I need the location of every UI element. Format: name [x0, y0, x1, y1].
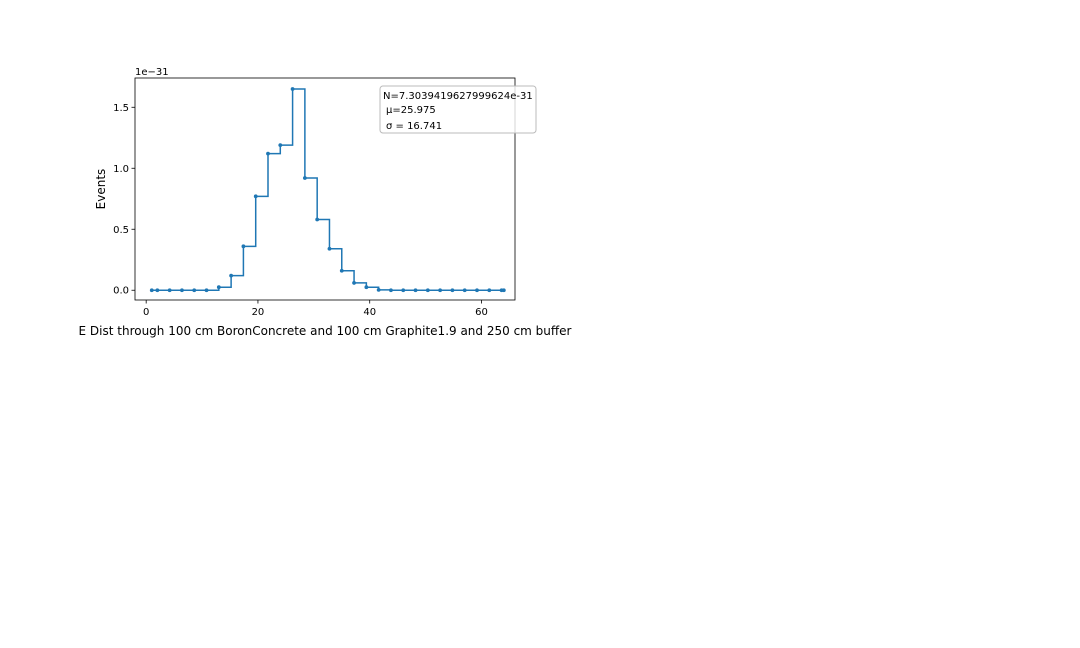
data-point	[315, 217, 320, 222]
legend: N=7.3039419627999624e-31 μ=25.975 σ = 16…	[379, 85, 537, 134]
data-point	[462, 288, 467, 293]
data-point	[204, 288, 209, 293]
data-point	[413, 288, 418, 293]
x-tick-label: 20	[252, 307, 265, 318]
y-scale-label: 1e−31	[135, 67, 169, 78]
data-point	[364, 285, 369, 290]
data-point	[290, 87, 295, 91]
data-point	[278, 143, 283, 147]
data-point	[327, 246, 332, 251]
data-point	[167, 288, 172, 293]
data-point	[352, 281, 356, 285]
data-point	[339, 268, 344, 273]
data-point	[192, 288, 197, 293]
x-axis-label: E Dist through 100 cm BoronConcrete and …	[79, 324, 572, 338]
data-point	[501, 288, 506, 293]
data-point	[229, 273, 234, 278]
data-point	[376, 287, 381, 292]
legend-line-n: N=7.3039419627999624e-31	[383, 91, 533, 102]
data-point	[180, 288, 184, 293]
y-tick-label: 0.5	[113, 225, 129, 236]
data-point	[401, 288, 406, 293]
legend-line-sigma: σ = 16.741	[386, 121, 442, 132]
x-tick-label: 40	[363, 307, 376, 318]
plot-frame	[134, 77, 516, 301]
legend-line-mu: μ=25.975	[386, 105, 436, 116]
x-tick-label: 0	[143, 307, 149, 318]
data-point	[216, 285, 221, 290]
x-ticks: 0 20 40 60	[143, 300, 488, 318]
data-point	[450, 288, 455, 293]
legend-box	[379, 85, 537, 134]
data-point	[149, 288, 154, 293]
data-point	[253, 194, 258, 199]
step-line	[151, 88, 504, 291]
data-point	[302, 176, 307, 180]
y-tick-label: 1.0	[113, 164, 129, 175]
data-point	[266, 151, 270, 156]
data-point	[438, 288, 443, 293]
data-point	[155, 288, 160, 293]
series-layer	[149, 87, 506, 293]
data-point	[389, 288, 393, 293]
y-axis-label: Events	[94, 169, 108, 210]
y-tick-label: 0.0	[113, 286, 129, 297]
x-tick-label: 60	[475, 307, 488, 318]
data-point	[241, 244, 246, 249]
data-point	[487, 288, 492, 293]
data-point	[475, 288, 479, 293]
y-ticks: 0.0 0.5 1.0 1.5	[113, 103, 135, 297]
data-point	[425, 288, 430, 293]
y-tick-label: 1.5	[113, 103, 129, 114]
